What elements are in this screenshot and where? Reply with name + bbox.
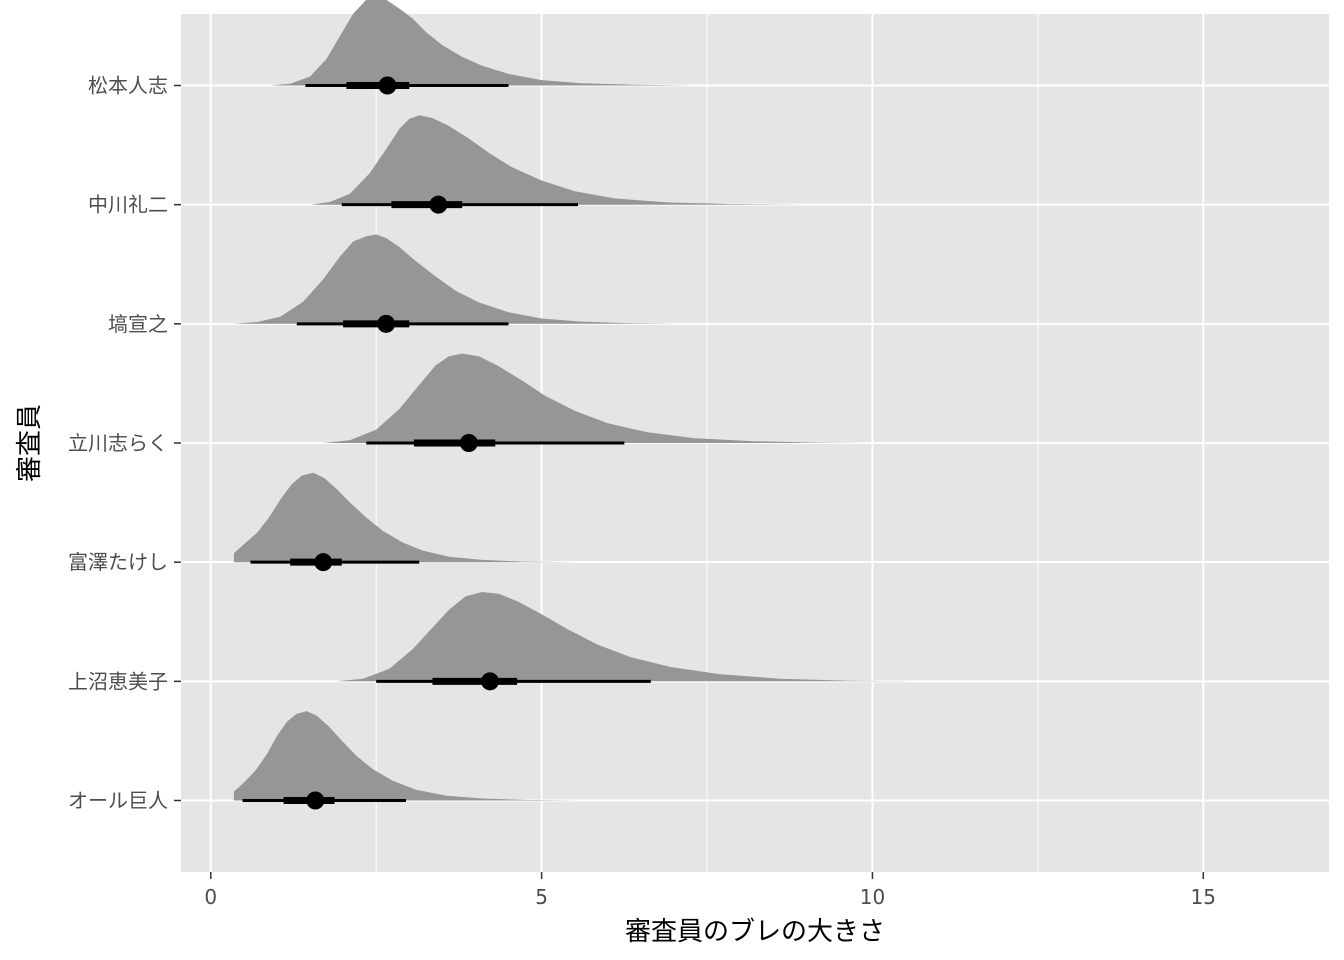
y-tick-label: 塙宣之 (108, 312, 168, 336)
density-slab (233, 234, 681, 324)
y-tick-label: 立川志らく (68, 431, 168, 455)
density-slab (233, 711, 582, 801)
y-tick-label: 富澤たけし (68, 550, 168, 574)
chart-marks (233, 0, 913, 810)
density-slab (233, 472, 575, 563)
median-point (378, 76, 397, 95)
y-tick-label: オール巨人 (68, 789, 168, 813)
density-slab (310, 115, 807, 205)
x-tick-label: 5 (535, 885, 548, 909)
y-tick-label: 中川礼二 (88, 193, 168, 217)
x-axis-title: 審査員のブレの大きさ (625, 917, 885, 947)
median-point (481, 672, 500, 691)
median-point (306, 791, 325, 810)
median-point (377, 314, 396, 333)
y-axis-title: 審査員 (15, 404, 45, 482)
x-tick-label: 10 (860, 885, 885, 909)
median-point (459, 434, 478, 452)
x-axis: 0 5 10 15 (204, 872, 1216, 909)
y-tick-label: 松本人志 (88, 74, 168, 98)
y-tick-label: 上沼恵美子 (68, 669, 168, 693)
density-slab (323, 353, 873, 443)
x-tick-label: 0 (204, 885, 217, 909)
median-point (429, 195, 448, 214)
density-slab (336, 592, 913, 682)
x-tick-label: 15 (1191, 885, 1216, 909)
median-point (314, 553, 333, 572)
density-slab (270, 0, 694, 86)
